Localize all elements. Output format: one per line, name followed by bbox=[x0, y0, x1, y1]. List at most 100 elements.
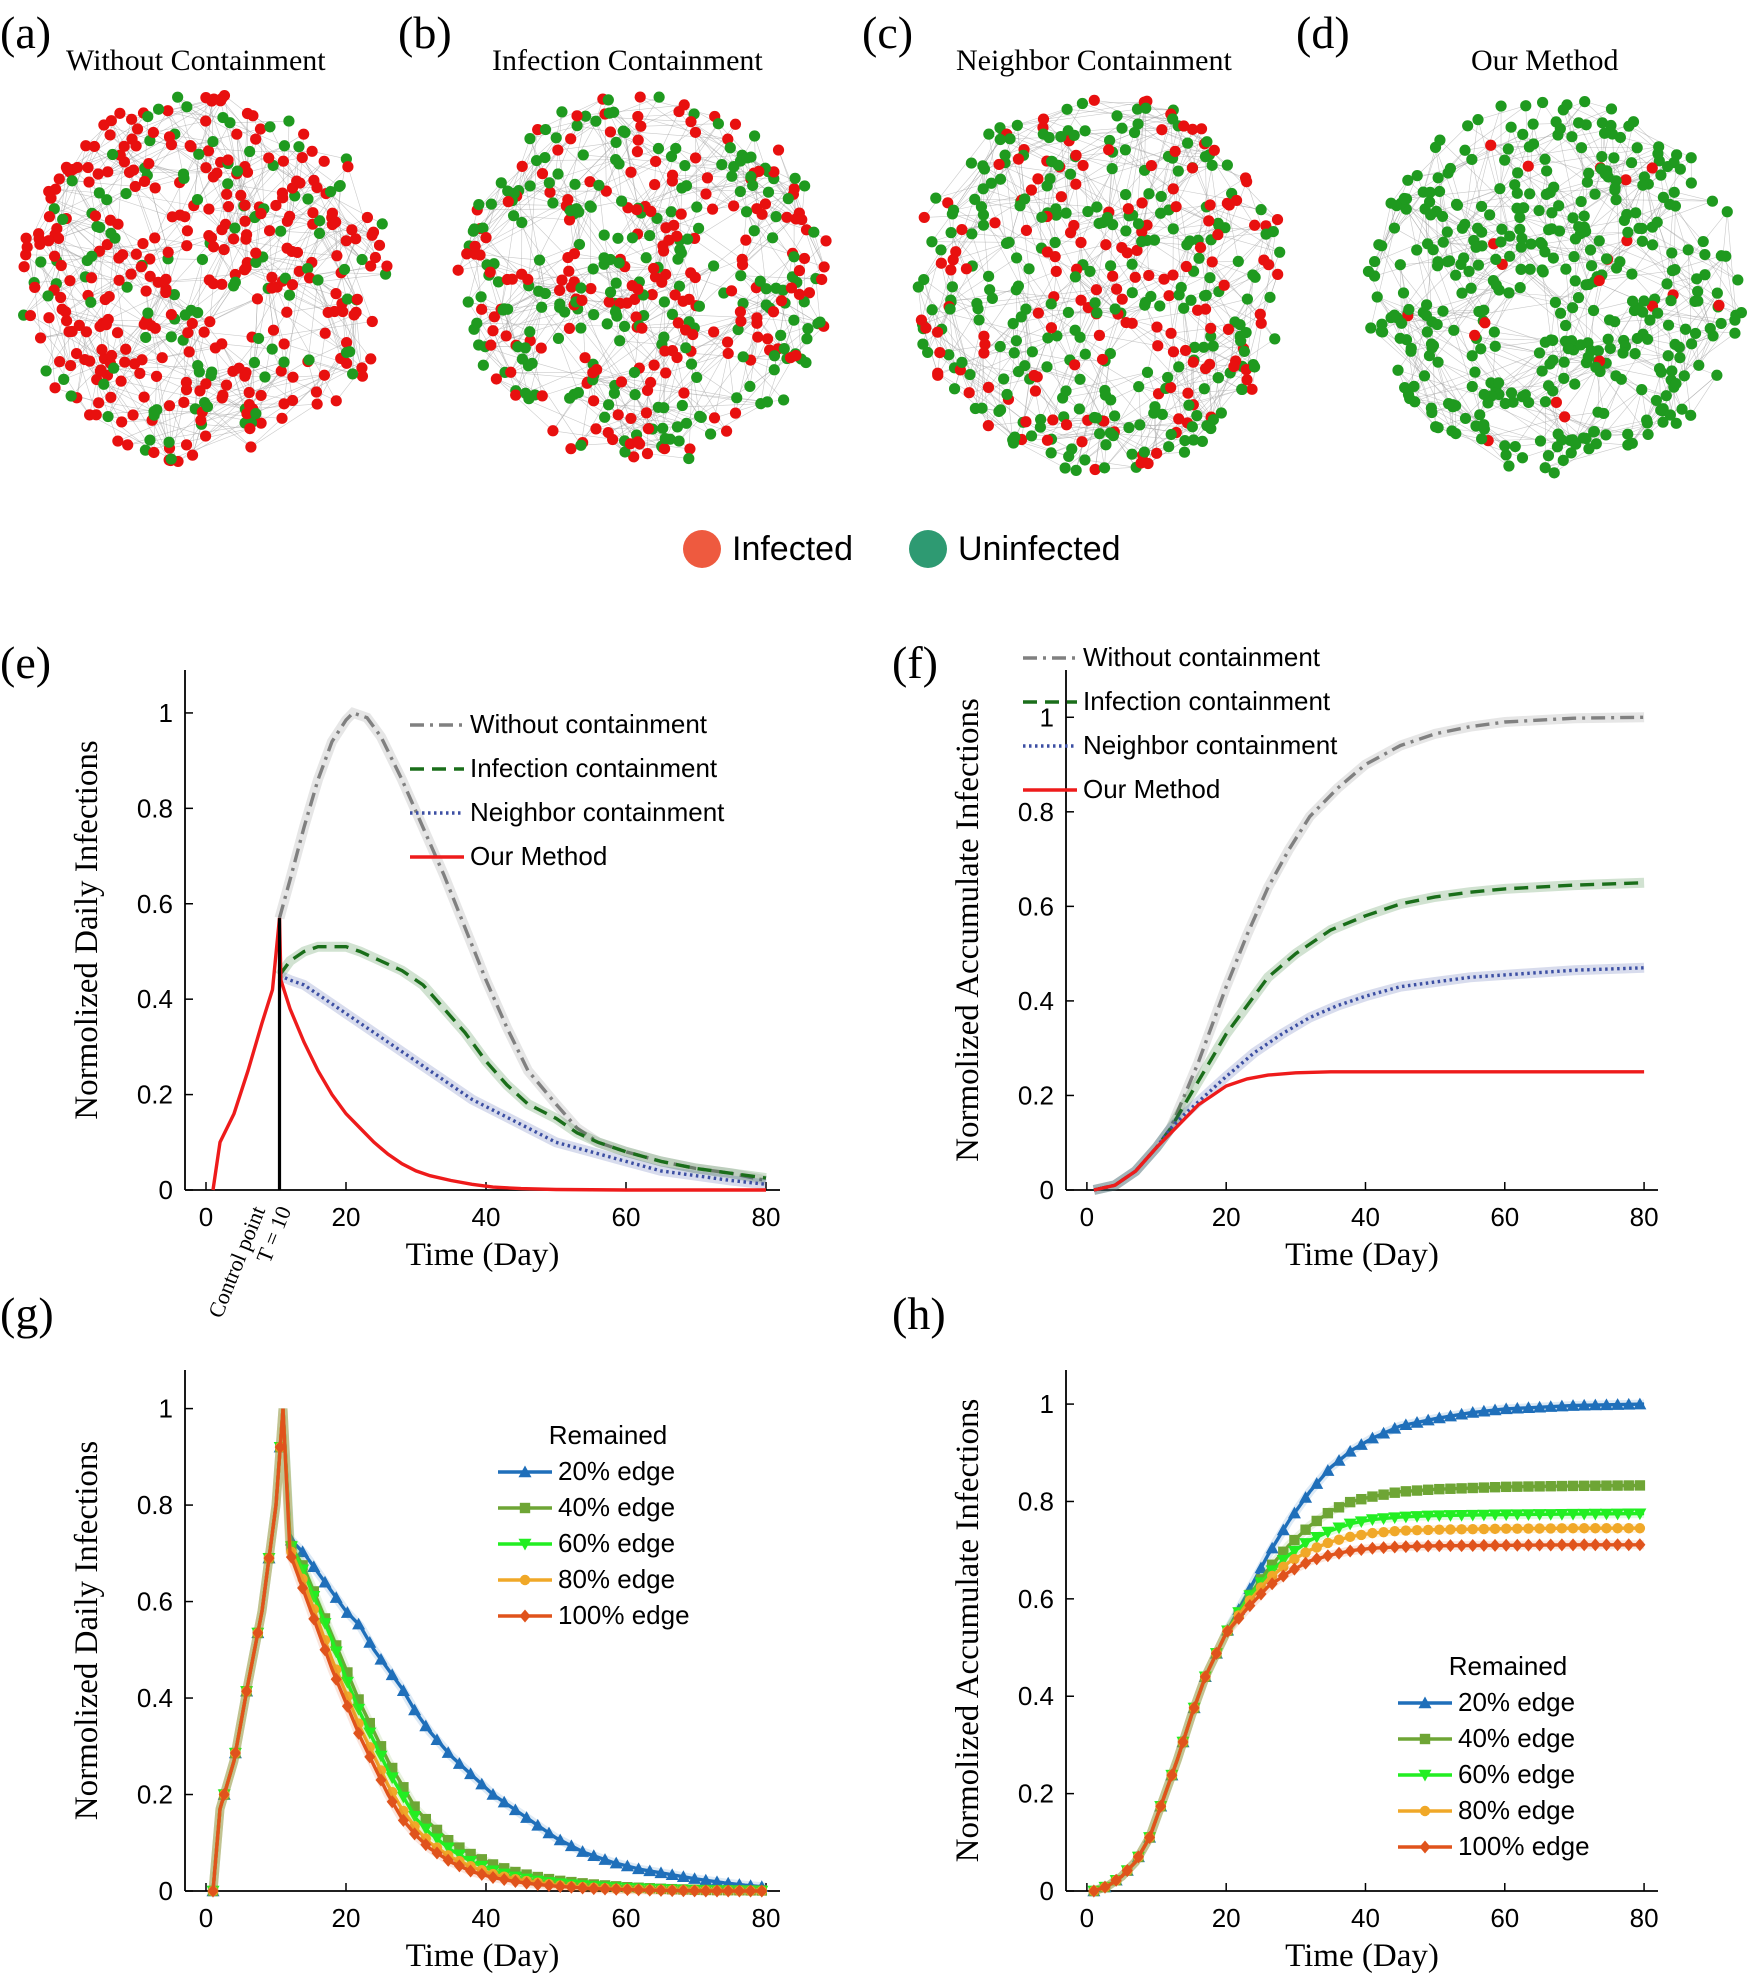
uninfected-node bbox=[1200, 289, 1212, 302]
uninfected-node bbox=[628, 366, 641, 379]
uninfected-node bbox=[1247, 269, 1259, 281]
infected-node bbox=[134, 367, 146, 379]
infected-node bbox=[646, 289, 658, 301]
series-marker bbox=[1467, 1539, 1479, 1553]
infected-node bbox=[720, 425, 733, 437]
infected-node bbox=[818, 261, 830, 273]
infected-node bbox=[286, 279, 299, 291]
uninfected-node bbox=[766, 232, 779, 244]
infected-node bbox=[118, 140, 130, 152]
y-tick-label: 0.8 bbox=[137, 1490, 173, 1520]
series-marker bbox=[452, 1757, 466, 1769]
uninfected-node bbox=[473, 198, 485, 211]
infected-node bbox=[286, 394, 299, 407]
uninfected-node bbox=[1641, 417, 1653, 429]
x-tick-label: 60 bbox=[1490, 1202, 1519, 1232]
network-graph-c bbox=[912, 94, 1286, 476]
infected-node bbox=[180, 384, 193, 396]
series-marker bbox=[1289, 1534, 1300, 1546]
uninfected-node bbox=[754, 275, 766, 287]
uninfected-node bbox=[1408, 380, 1420, 392]
uninfected-node bbox=[1692, 285, 1704, 298]
uninfected-node bbox=[1626, 268, 1638, 280]
uninfected-node bbox=[1488, 326, 1500, 338]
infected-node bbox=[147, 126, 159, 139]
infected-legend-label: Infected bbox=[732, 530, 853, 568]
infected-node bbox=[52, 232, 65, 244]
uninfected-node bbox=[264, 121, 276, 133]
infected-node bbox=[536, 390, 548, 402]
infected-node bbox=[931, 326, 944, 338]
uninfected-node bbox=[1569, 233, 1582, 245]
series-marker bbox=[1265, 1541, 1279, 1554]
series-marker bbox=[1121, 1864, 1133, 1878]
uninfected-node bbox=[612, 232, 624, 244]
panel-letter-h: (h) bbox=[892, 1288, 946, 1339]
infected-node bbox=[43, 211, 56, 223]
infected-node bbox=[1110, 283, 1123, 295]
infected-node bbox=[178, 396, 190, 408]
uninfected-node bbox=[314, 215, 326, 227]
infected-node bbox=[227, 233, 240, 245]
uninfected-node bbox=[106, 148, 119, 161]
infected-node bbox=[182, 327, 194, 339]
uninfected-node bbox=[1451, 199, 1464, 211]
uninfected-node bbox=[693, 300, 705, 312]
infected-node bbox=[1090, 284, 1103, 296]
uninfected-node bbox=[1560, 319, 1572, 332]
infected-node bbox=[1479, 317, 1491, 329]
uninfected-node bbox=[948, 383, 961, 395]
uninfected-node bbox=[1660, 390, 1672, 402]
infected-node bbox=[721, 336, 734, 348]
y-tick-label: 0 bbox=[1040, 1876, 1054, 1906]
infected-node bbox=[1107, 270, 1119, 282]
series-marker bbox=[1622, 1397, 1636, 1410]
x-tick-label: 0 bbox=[199, 1202, 213, 1232]
uninfected-node bbox=[1248, 361, 1261, 373]
infected-node bbox=[1469, 329, 1481, 341]
infected-node bbox=[1204, 199, 1216, 211]
uninfected-node bbox=[516, 216, 528, 229]
uninfected-node bbox=[1704, 322, 1716, 335]
uninfected-node bbox=[613, 158, 625, 170]
uninfected-node bbox=[1666, 365, 1678, 377]
series-marker bbox=[296, 1545, 310, 1558]
uninfected-node bbox=[1573, 221, 1585, 233]
series-marker bbox=[1277, 1569, 1289, 1583]
infected-node bbox=[563, 214, 576, 226]
uninfected-node bbox=[761, 396, 774, 408]
uninfected-node bbox=[1548, 467, 1560, 479]
uninfected-legend-swatch bbox=[909, 530, 947, 568]
uninfected-node bbox=[610, 136, 622, 149]
uninfected-node bbox=[1565, 447, 1577, 459]
series-marker bbox=[588, 1882, 600, 1896]
uninfected-node bbox=[1646, 239, 1659, 251]
uninfected-node bbox=[1472, 259, 1485, 271]
uninfected-node bbox=[1162, 371, 1174, 384]
uninfected-node bbox=[1472, 222, 1484, 234]
infected-node bbox=[322, 306, 334, 319]
legend-title: Remained bbox=[1449, 1651, 1568, 1681]
uninfected-node bbox=[788, 314, 800, 326]
uninfected-node bbox=[1444, 162, 1456, 175]
series-marker bbox=[1567, 1480, 1579, 1492]
uninfected-node bbox=[1212, 217, 1224, 229]
infected-node bbox=[960, 263, 973, 275]
infected-node bbox=[229, 268, 241, 281]
infected-node bbox=[708, 326, 720, 338]
series-marker bbox=[1421, 1510, 1435, 1523]
legend-label: 100% edge bbox=[558, 1600, 690, 1630]
uninfected-node bbox=[1196, 435, 1208, 447]
uninfected-node bbox=[1638, 295, 1650, 307]
series-marker bbox=[1311, 1542, 1322, 1553]
uninfected-node bbox=[1189, 341, 1201, 353]
uninfected-node bbox=[926, 304, 938, 316]
uninfected-node bbox=[1642, 428, 1654, 441]
infected-node bbox=[1151, 447, 1163, 459]
series-marker bbox=[1590, 1480, 1601, 1491]
infected-node bbox=[751, 203, 763, 215]
uninfected-node bbox=[731, 392, 743, 404]
uninfected-node bbox=[1525, 238, 1537, 250]
uninfected-node bbox=[1511, 187, 1523, 199]
series-marker bbox=[1288, 1562, 1300, 1576]
